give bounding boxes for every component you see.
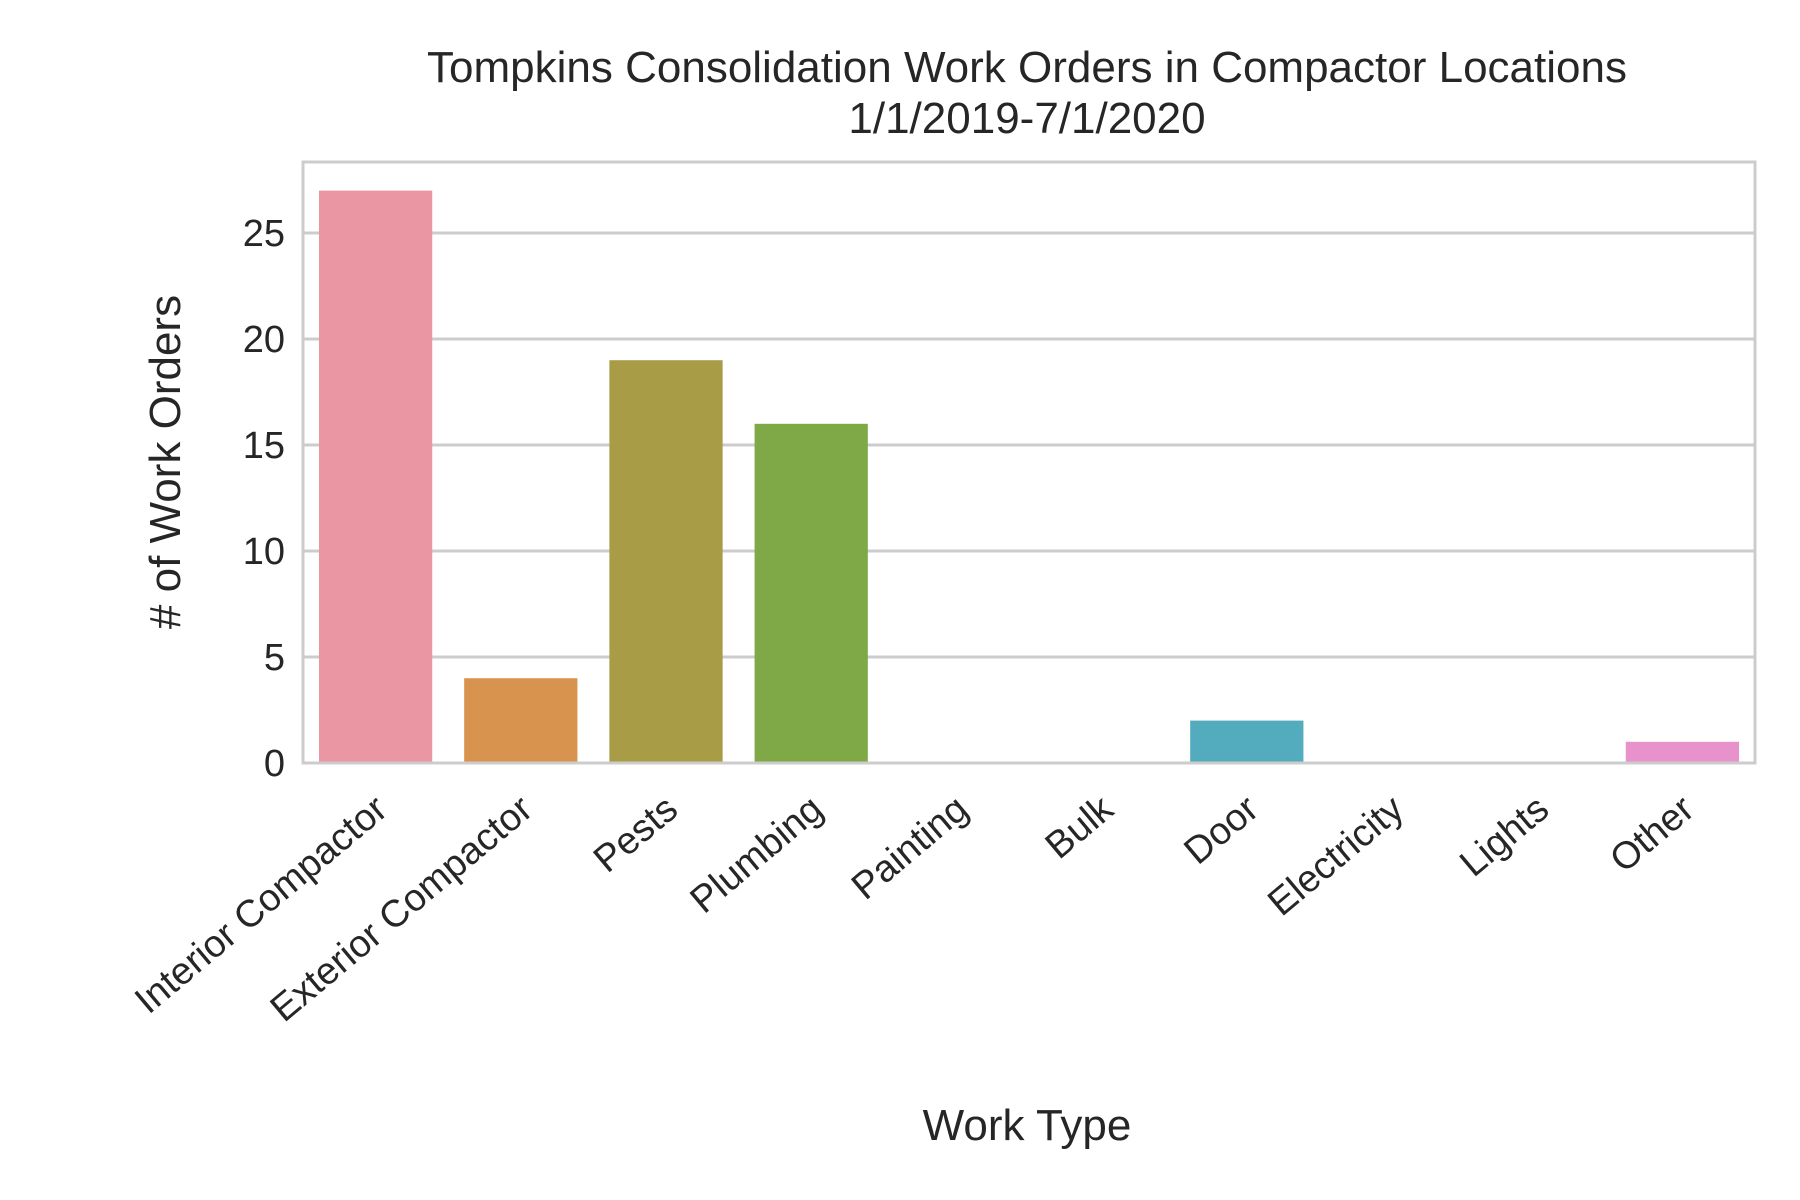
x-tick-label-pests: Pests [586,788,686,881]
bars [318,190,1740,764]
bar-exterior-compactor [464,678,578,763]
y-tick-label: 10 [243,531,285,573]
x-tick-label-lights: Lights [1452,788,1557,885]
x-tick-label-electricity: Electricity [1260,788,1412,925]
bar-pests [609,360,723,763]
x-tick-label-other: Other [1602,788,1702,881]
y-tick-label: 25 [243,213,285,255]
x-tick-label-exterior-compactor: Exterior Compactor [263,788,541,1031]
x-tick-label-plumbing: Plumbing [683,788,831,922]
x-tick-label-bulk: Bulk [1038,787,1122,867]
y-tick-label: 0 [264,743,285,785]
bar-plumbing [754,423,868,763]
chart-title: Tompkins Consolidation Work Orders in Co… [427,43,1627,92]
plot-frame [301,160,1757,765]
x-tick-label-painting: Painting [844,788,976,908]
bar-door [1190,720,1304,763]
y-axis-ticks: 0 5 10 15 20 25 [243,213,285,785]
y-tick-label: 15 [243,425,285,467]
bar-interior-compactor [318,190,433,764]
chart-subtitle: 1/1/2019-7/1/2020 [848,94,1205,143]
y-tick-label: 20 [243,319,285,361]
x-tick-label-interior-compactor: Interior Compactor [127,788,395,1023]
y-tick-label: 5 [264,637,285,679]
y-axis-label: # of Work Orders [141,295,190,629]
bar-other [1625,741,1740,763]
x-axis-label: Work Type [923,1101,1132,1150]
x-tick-label-door: Door [1176,788,1266,873]
